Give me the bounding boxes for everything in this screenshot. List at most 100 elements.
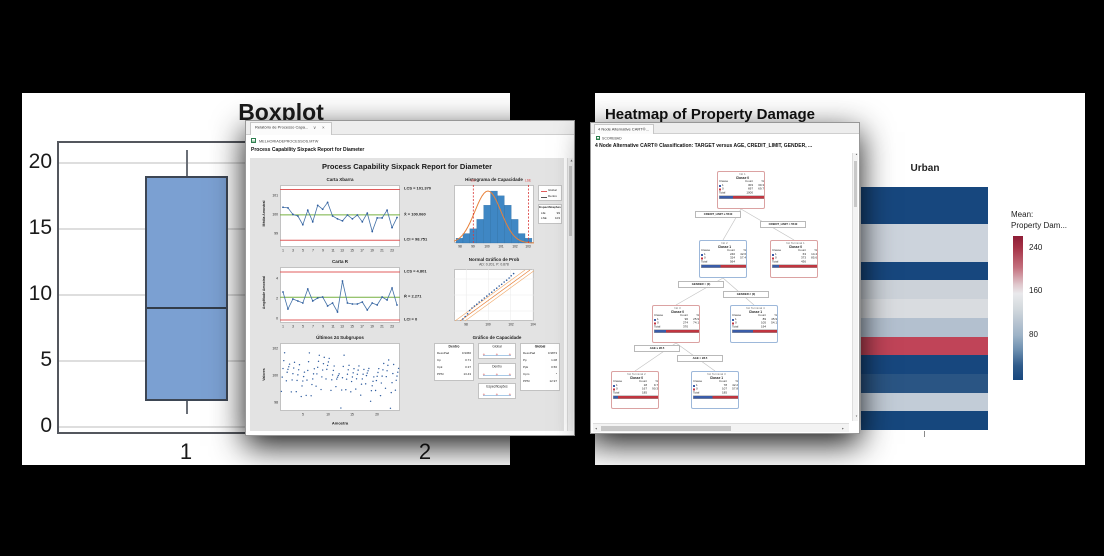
boxplot-chart: 20 15 10 5 0 1 2 bbox=[22, 93, 510, 465]
x-tick-label: 17 bbox=[360, 249, 365, 253]
split-label: AGE > 28.5 bbox=[692, 356, 708, 360]
limit-label: LCS = 4.801 bbox=[404, 268, 427, 274]
worksheet-name: SCOREBAD bbox=[602, 136, 622, 141]
vertical-scrollbar[interactable]: ▴ ▾ bbox=[852, 153, 858, 421]
stat-label: PPM bbox=[523, 380, 530, 383]
x-tick-label: 7 bbox=[311, 325, 314, 329]
interval-label: Dentro bbox=[492, 365, 502, 369]
close-icon[interactable]: × bbox=[321, 125, 325, 130]
chart-plot bbox=[280, 343, 400, 411]
x-tick-label: 11 bbox=[330, 325, 335, 329]
node-content: Nó Terminal 3 Classe 1 Classe Count% 1 78 42.2… bbox=[693, 373, 738, 400]
median-line bbox=[147, 307, 226, 310]
scroll-thumb[interactable] bbox=[569, 166, 572, 236]
y-tick-label: 0 bbox=[276, 317, 278, 321]
split-label: GENDER = (0) bbox=[691, 282, 711, 286]
y-tick-label: 5 bbox=[40, 348, 52, 371]
heatmap-axis-tick bbox=[924, 431, 925, 437]
stat-label: DesvPad bbox=[437, 352, 450, 355]
stat-value: 1.08 bbox=[551, 359, 557, 362]
heatmap-cell bbox=[861, 373, 988, 393]
sixpack-figure: Process Capability Sixpack Report for Di… bbox=[250, 158, 564, 431]
x-tick-label: 98 bbox=[464, 323, 468, 327]
scroll-thumb[interactable] bbox=[854, 161, 857, 207]
tree-node: Nó Terminal 1 Classe 0 Classe Count% 1 63 14.4… bbox=[770, 240, 818, 278]
interval-line bbox=[483, 394, 511, 396]
x-tick-label: 104 bbox=[530, 323, 536, 327]
scroll-up-icon: ▲ bbox=[569, 159, 573, 163]
x-tick-label: 17 bbox=[360, 325, 365, 329]
tab-cart-classification[interactable]: 4 Node Alternative CART®... bbox=[594, 124, 654, 134]
split-rule: GENDER = (0) bbox=[678, 281, 724, 288]
x-tick-label: 7 bbox=[311, 249, 314, 253]
output-heading: Process Capability Sixpack Report for Di… bbox=[251, 147, 365, 153]
heatmap-cell bbox=[861, 317, 988, 337]
split-label: CREDIT_LIMIT ≤ 5540 bbox=[703, 212, 733, 216]
capability-interval: Dentro + + + bbox=[478, 363, 516, 379]
plus-marker: + bbox=[508, 391, 512, 397]
split-rule: GENDER ≠ (0) bbox=[723, 291, 769, 298]
cart-window: 4 Node Alternative CART®... SCOREBAD 4 N… bbox=[590, 122, 860, 434]
heatmap-cell bbox=[861, 280, 988, 300]
y-axis-label: Amplitude Amostral bbox=[262, 275, 266, 310]
y-axis-label: Média Amostral bbox=[262, 200, 266, 227]
legend-tick-label: 160 bbox=[1029, 286, 1043, 295]
heatmap-cell bbox=[861, 205, 988, 225]
stat-value: 0.9873 bbox=[547, 352, 557, 355]
spec-label: LIE bbox=[470, 179, 476, 183]
split-rule: CREDIT_LIMIT ≤ 5540 bbox=[695, 211, 741, 218]
stat-value: 0.37 bbox=[465, 366, 471, 369]
tab-capability-report[interactable]: Relatório de Processo Capa... ∨ × bbox=[250, 122, 332, 135]
chevron-down-icon[interactable]: ∨ bbox=[313, 125, 317, 130]
worksheet-icon bbox=[251, 138, 256, 143]
stat-value: 12.97 bbox=[549, 380, 557, 383]
limit-label: LCS = 101.370 bbox=[404, 186, 432, 191]
x-tick-label: 9 bbox=[321, 325, 324, 329]
x-tick-label: 23 bbox=[390, 325, 394, 329]
probplot-svg bbox=[454, 269, 534, 321]
x-tick-label: 1 bbox=[282, 325, 284, 329]
x-tick-label: 2 bbox=[418, 439, 432, 464]
x-tick-label: 21 bbox=[380, 325, 384, 329]
tree-node: Nó 2 Classe 1 Classe Count% 1 240 42.6 0 324 57.4… bbox=[699, 240, 747, 278]
x-tick-label: 100 bbox=[484, 245, 490, 249]
plus-marker: + bbox=[482, 351, 486, 357]
limit-label: R̄ = 2.271 bbox=[404, 294, 422, 299]
split-rule: CREDIT_LIMIT > 5540 bbox=[760, 221, 806, 228]
y-tick-label: 4 bbox=[276, 277, 278, 281]
horizontal-scrollbar[interactable]: ◂ ▸ bbox=[593, 423, 849, 432]
x-tick-label: 13 bbox=[340, 249, 345, 253]
vertical-scrollbar[interactable]: ▲ bbox=[567, 158, 573, 431]
interval-label: Global bbox=[492, 345, 502, 349]
scroll-thumb[interactable] bbox=[601, 425, 731, 431]
heatmap-title: Heatmap of Property Damage bbox=[604, 106, 816, 123]
split-rule: AGE > 28.5 bbox=[677, 355, 723, 362]
xbar-svg bbox=[280, 188, 400, 241]
y-tick-label: 100 bbox=[272, 374, 278, 378]
plus-marker: + bbox=[495, 371, 499, 377]
x-tick-label: 11 bbox=[330, 249, 335, 253]
spec-legend: Especificações LIE 99 LSE 103 bbox=[538, 204, 562, 224]
x-tick-label: 5 bbox=[301, 249, 304, 253]
y-tick-label: 15 bbox=[28, 216, 52, 239]
legend-colorbar bbox=[1013, 236, 1023, 380]
x-tick-label: 9 bbox=[321, 249, 324, 253]
x-tick-label: 21 bbox=[380, 249, 384, 253]
chart-plot bbox=[280, 185, 400, 247]
plus-marker: + bbox=[482, 391, 486, 397]
y-tick-label: 2 bbox=[276, 297, 278, 301]
stat-label: Ppk bbox=[523, 366, 529, 369]
x-tick-label: 3 bbox=[292, 249, 294, 253]
interval-label: Especificações bbox=[486, 385, 508, 389]
stat-value: 0.9366 bbox=[461, 352, 471, 355]
scroll-down-icon: ▾ bbox=[855, 415, 857, 418]
chart-title: Carta Xbarra bbox=[326, 177, 354, 182]
rchart-svg bbox=[280, 271, 400, 321]
x-tick-label: 10 bbox=[325, 413, 330, 417]
stats-table: Global DesvPad 0.9873 Pp 1.08 Ppk 0.56 Cpm * PPM 1… bbox=[520, 343, 560, 391]
scroll-right-icon: ▸ bbox=[842, 426, 844, 431]
x-tick-label: 23 bbox=[390, 249, 394, 253]
x-tick-label: 5 bbox=[301, 413, 304, 417]
limit-label: LCI = 98.751 bbox=[404, 237, 428, 242]
legend-label: LIE bbox=[541, 211, 546, 215]
